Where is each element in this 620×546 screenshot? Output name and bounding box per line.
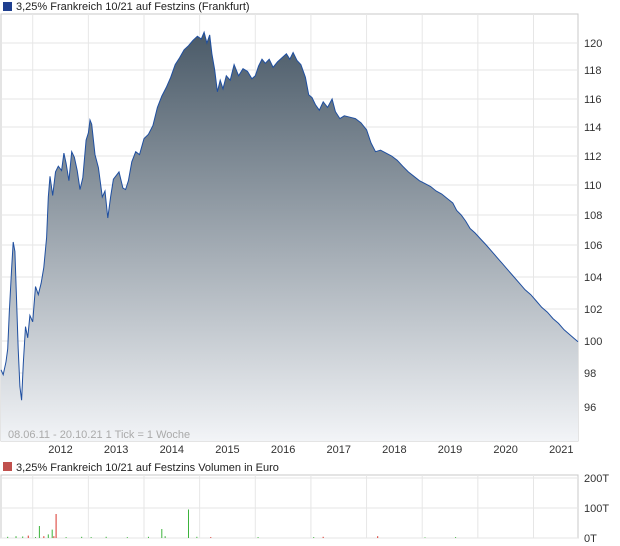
- price-area: [1, 32, 578, 441]
- price-y-tick-label: 102: [584, 304, 602, 316]
- price-x-tick-label: 2016: [271, 444, 295, 456]
- volume-plot-frame: [0, 474, 579, 539]
- price-y-tick-label: 108: [584, 210, 602, 222]
- volume-legend-label: 3,25% Frankreich 10/21 auf Festzins Volu…: [16, 462, 279, 474]
- volume-grid: [1, 475, 578, 539]
- volume-y-tick-label: 100T: [584, 503, 609, 515]
- date-range-info: 08.06.11 - 20.10.21 1 Tick = 1 Woche: [8, 429, 190, 441]
- price-line: [0, 30, 579, 401]
- price-x-tick-label: 2018: [382, 444, 406, 456]
- volume-y-tick-label: 0T: [584, 533, 597, 545]
- price-x-axis: 2012 2013 2014 2015 2016 2017 2018 2019 2020 2021: [48, 444, 573, 456]
- price-x-tick-label: 2012: [48, 444, 72, 456]
- price-y-tick-label: 100: [584, 336, 602, 348]
- volume-bars: [7, 509, 457, 538]
- price-y-tick-label: 114: [584, 122, 602, 134]
- price-x-tick-label: 2013: [104, 444, 128, 456]
- price-x-tick-label: 2021: [549, 444, 573, 456]
- price-y-tick-label: 120: [584, 38, 602, 50]
- price-x-tick-label: 2019: [438, 444, 462, 456]
- price-y-tick-label: 118: [584, 65, 602, 77]
- price-y-tick-label: 110: [584, 180, 602, 192]
- price-x-tick-label: 2015: [215, 444, 239, 456]
- volume-y-tick-label: 200T: [584, 473, 609, 485]
- volume-legend-swatch: [3, 462, 12, 471]
- price-x-tick-label: 2014: [160, 444, 184, 456]
- price-y-tick-label: 112: [584, 151, 602, 163]
- price-y-tick-label: 96: [584, 402, 596, 414]
- price-legend-label: 3,25% Frankreich 10/21 auf Festzins (Fra…: [16, 1, 250, 13]
- price-y-tick-label: 106: [584, 240, 602, 252]
- price-y-axis: 96 98 100 102 104 106 108 110 112 114 116 118 120: [584, 38, 602, 414]
- volume-y-axis: 0T 100T 200T: [584, 473, 609, 545]
- price-y-tick-label: 104: [584, 272, 602, 284]
- price-legend-swatch: [3, 2, 12, 11]
- price-y-tick-label: 116: [584, 94, 602, 106]
- price-x-tick-label: 2020: [493, 444, 517, 456]
- price-y-tick-label: 98: [584, 368, 596, 380]
- price-x-tick-label: 2017: [327, 444, 351, 456]
